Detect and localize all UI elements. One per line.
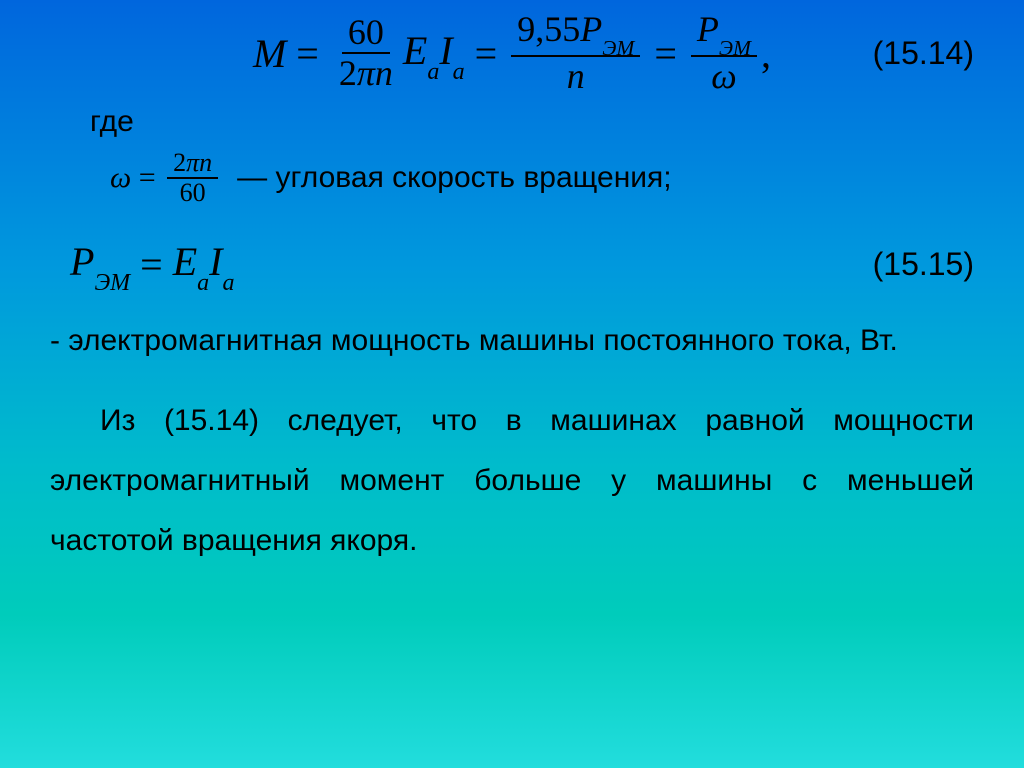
den-60: 60 [174,179,212,208]
equals-pem: = [130,241,173,288]
equals-omega: = [131,161,163,195]
var-Pem: PЭМ [70,238,130,291]
equals-2: = [465,30,508,77]
num-60: 60 [342,13,390,55]
equation-15-15: PЭМ = EaIa [70,238,234,291]
var-M: M [253,30,286,77]
slide-content: M = 60 2πn EaIa = 9,55PЭМ n = PЭМ ω , (1… [0,0,1024,768]
frac-Pem-omega: PЭМ ω [691,10,757,97]
den-n: n [561,57,591,97]
den-omega: ω [705,57,742,97]
term-EaIa-2: EaIa [173,238,235,291]
trailing-comma: , [761,30,771,77]
num-Pem: PЭМ [691,10,757,57]
omega-definition-row: ω = 2πn 60 — угловая скорость вращения; [110,149,974,208]
equation-15-15-row: PЭМ = EaIa (15.15) [70,238,974,291]
paragraph-em-power: - электромагнитная мощность машины посто… [50,311,974,371]
omega-formula: ω = 2πn 60 [110,149,222,208]
where-label: где [90,105,974,139]
eq-number-15-14: (15.14) [873,35,974,72]
den-2pin: 2πn [333,54,399,94]
equals-3: = [644,30,687,77]
frac-60-2pin: 60 2πn [333,13,399,94]
frac-2pin-60: 2πn 60 [167,149,218,208]
term-EaIa-1: EaIa [403,27,465,80]
num-2pin: 2πn [167,149,218,180]
equation-15-14: M = 60 2πn EaIa = 9,55PЭМ n = PЭМ ω , [253,10,771,97]
paragraph-conclusion: Из (15.14) следует, что в машинах равной… [50,391,974,571]
equals-1: = [286,30,329,77]
frac-955Pem-n: 9,55PЭМ n [511,10,640,97]
num-955Pem: 9,55PЭМ [511,10,640,57]
equation-15-14-row: M = 60 2πn EaIa = 9,55PЭМ n = PЭМ ω , (1… [50,10,974,97]
eq-number-15-15: (15.15) [873,246,974,283]
omega-description: — угловая скорость вращения; [237,161,671,195]
var-omega: ω [110,161,131,195]
